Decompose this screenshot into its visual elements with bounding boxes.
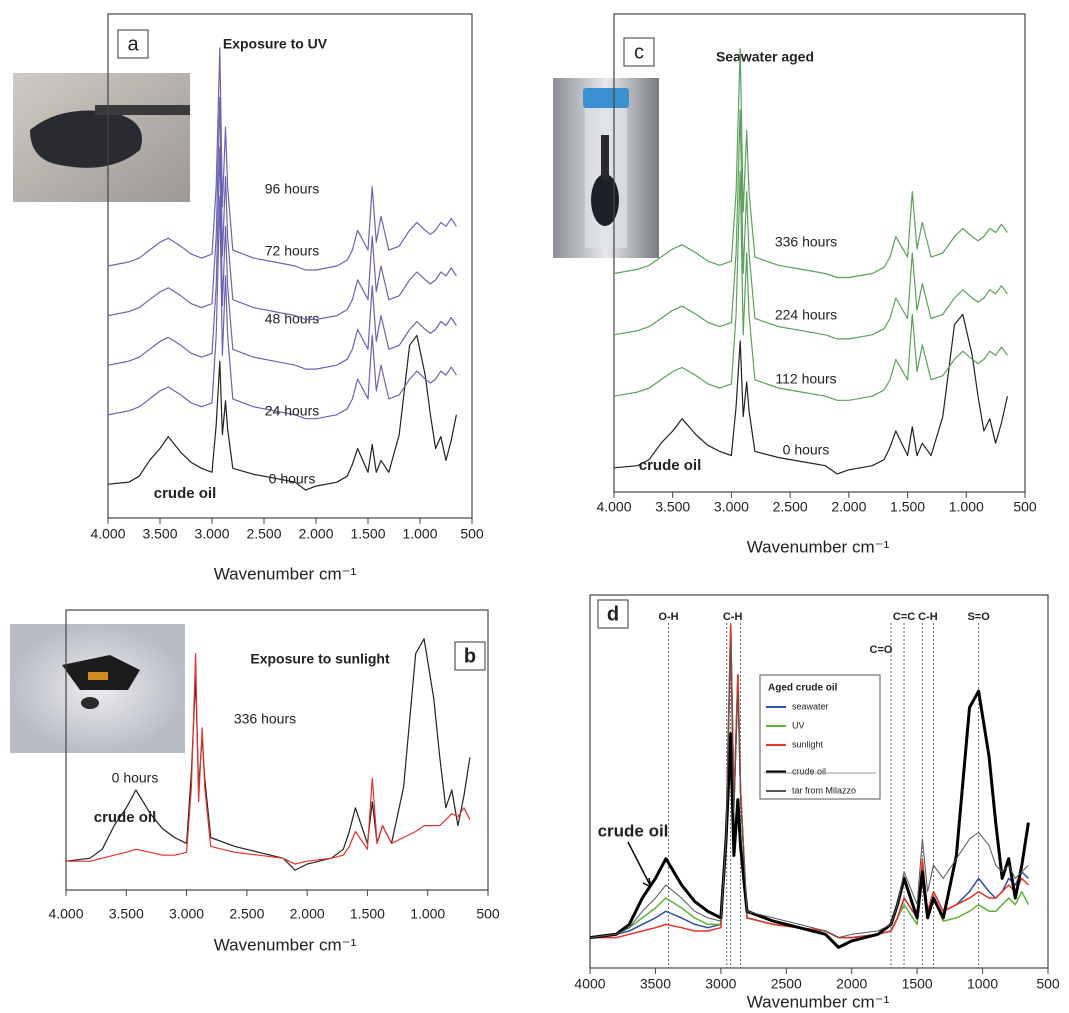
x-tick-label: 1.000: [410, 906, 445, 922]
x-tick-label: 4000: [574, 976, 605, 992]
x-tick-label: 4.000: [48, 906, 83, 922]
annotation: crude oil: [639, 457, 702, 474]
panel-title: Exposure to UV: [223, 36, 328, 52]
legend-label: sunlight: [792, 739, 824, 749]
x-tick-label: 3.000: [194, 526, 229, 542]
x-tick-label: 2.000: [298, 526, 333, 542]
x-tick-label: 2500: [771, 976, 802, 992]
series-label: 96 hours: [265, 181, 319, 197]
photo-sunlight: [10, 624, 185, 753]
panel-letter: d: [607, 603, 619, 625]
series-label: 24 hours: [265, 403, 319, 419]
panel-letter: c: [634, 41, 644, 63]
x-tick-label: 1000: [967, 976, 998, 992]
x-tick-label: 2.500: [773, 499, 808, 515]
legend-label: seawater: [792, 701, 829, 711]
spectrum-line: [614, 110, 1007, 339]
legend-title: Aged crude oil: [768, 683, 838, 694]
series-label: 224 hours: [775, 307, 837, 323]
series-label: 72 hours: [265, 243, 319, 259]
x-tick-label: 1.500: [890, 499, 925, 515]
x-tick-label: 3.000: [714, 499, 749, 515]
panel-title: Exposure to sunlight: [250, 651, 390, 667]
series-label: 48 hours: [265, 311, 319, 327]
x-tick-label: 3.500: [655, 499, 690, 515]
x-tick-label: 4.000: [596, 499, 631, 515]
plot-frame: [614, 14, 1025, 492]
photo-seawater: [553, 78, 659, 258]
x-tick-label: 500: [476, 906, 500, 922]
spectrum-line: [108, 197, 456, 419]
annotation: crude oil: [598, 821, 669, 840]
figure: 4.000 3.500 3.000 2.500 2.000 1.500 1.000 500 Wa…: [0, 0, 1069, 1013]
x-tick-label: 2.500: [246, 526, 281, 542]
annotation-arrow: [628, 842, 651, 887]
series-label: 0 hours: [783, 442, 830, 458]
series-label: 0 hours: [112, 770, 159, 786]
x-tick-label: 1.500: [350, 526, 385, 542]
x-tick-label: 2.000: [290, 906, 325, 922]
x-tick-label: 500: [460, 526, 484, 542]
x-tick-label: 500: [1013, 499, 1037, 515]
x-axis-label: Wavenumber cm⁻¹: [747, 992, 890, 1011]
panel-letter: b: [464, 645, 476, 667]
panel-letter: a: [127, 33, 139, 55]
x-tick-label: 3.500: [142, 526, 177, 542]
legend-label: UV: [792, 720, 805, 730]
photo-uv: [13, 73, 190, 202]
spectrum-line: [614, 171, 1007, 400]
band-label: S=O: [967, 611, 990, 623]
x-tick-label: 1500: [902, 976, 933, 992]
x-axis-label: Wavenumber cm⁻¹: [214, 564, 357, 583]
series-label: 112 hours: [775, 371, 836, 387]
x-tick-label: 1.500: [350, 906, 385, 922]
series-label: 336 hours: [775, 234, 837, 250]
x-tick-label: 2.500: [229, 906, 264, 922]
x-tick-label: 3500: [640, 976, 671, 992]
x-tick-label: 2000: [836, 976, 867, 992]
legend-label: tar from Milazzo: [792, 785, 856, 795]
x-axis-label: Wavenumber cm⁻¹: [747, 537, 890, 556]
legend-label: crude oil: [792, 766, 826, 776]
band-label: C=O: [870, 644, 893, 656]
series-label: 336 hours: [234, 711, 296, 727]
annotation: crude oil: [154, 485, 217, 502]
band-label: C-H: [918, 611, 938, 623]
series-label: 0 hours: [269, 471, 316, 487]
x-tick-label: 1.000: [402, 526, 437, 542]
annotation: crude oil: [94, 809, 157, 826]
x-tick-label: 1.000: [949, 499, 984, 515]
band-label: C-H: [723, 611, 743, 623]
x-axis-label: Wavenumber cm⁻¹: [214, 935, 357, 954]
panel-title: Seawater aged: [716, 49, 814, 65]
x-tick-label: 3000: [705, 976, 736, 992]
x-tick-label: 4.000: [90, 526, 125, 542]
band-label: C=C: [893, 611, 915, 623]
band-label: O-H: [658, 611, 678, 623]
x-tick-label: 3.500: [109, 906, 144, 922]
x-tick-label: 500: [1036, 976, 1060, 992]
x-tick-label: 3.000: [169, 906, 204, 922]
x-tick-label: 2.000: [831, 499, 866, 515]
